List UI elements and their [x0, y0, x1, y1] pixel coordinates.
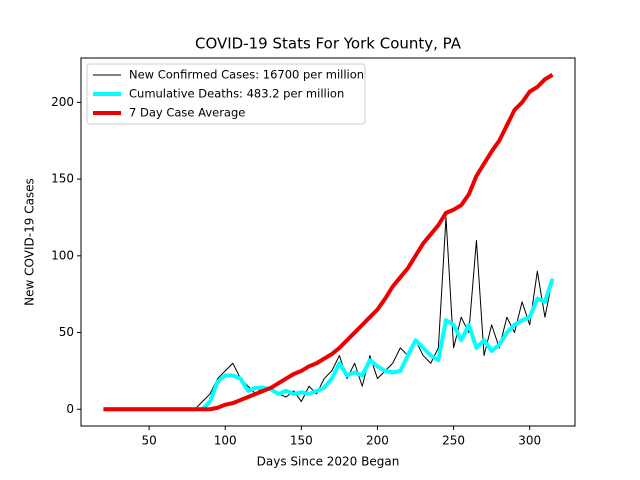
- x-tick-label: 200: [366, 434, 389, 448]
- x-tick-label: 100: [214, 434, 237, 448]
- y-tick-label: 100: [51, 248, 74, 262]
- y-tick-label: 200: [51, 95, 74, 109]
- y-tick-label: 0: [66, 402, 74, 416]
- x-tick-label: 50: [141, 434, 156, 448]
- y-tick-label: 50: [59, 325, 74, 339]
- chart-title: COVID-19 Stats For York County, PA: [195, 35, 462, 53]
- y-tick-label: 150: [51, 172, 74, 186]
- plot-frame: [80, 57, 576, 427]
- x-axis-label: Days Since 2020 Began: [257, 455, 400, 469]
- legend-box: [86, 63, 366, 125]
- y-axis-label: New COVID-19 Cases: [23, 178, 37, 306]
- x-tick-label: 250: [442, 434, 465, 448]
- series-line: [103, 73, 554, 412]
- x-tick-label: 300: [518, 434, 541, 448]
- x-tick-label: 150: [290, 434, 313, 448]
- series-line: [103, 278, 555, 412]
- legend-label: 7 Day Case Average: [129, 106, 245, 120]
- legend-label: Cumulative Deaths: 483.2 per million: [129, 87, 344, 101]
- legend-label: New Confirmed Cases: 16700 per million: [129, 68, 364, 82]
